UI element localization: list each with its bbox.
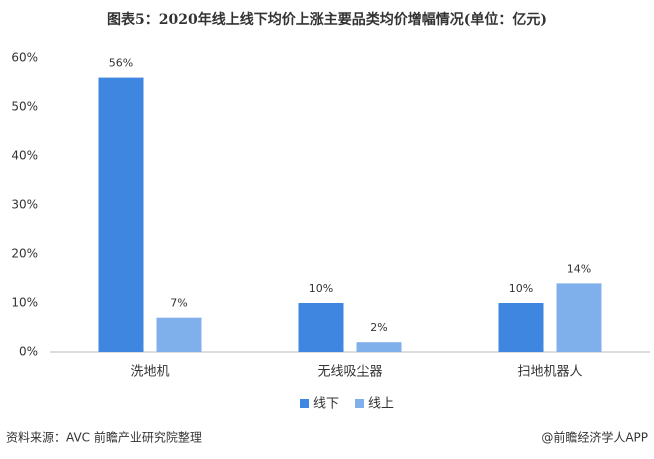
legend-label: 线下: [313, 397, 339, 412]
value-label: 7%: [170, 297, 187, 310]
y-tick-label: 30%: [11, 198, 38, 212]
y-tick-label: 40%: [11, 149, 38, 163]
x-tick-label: 无线吸尘器: [317, 365, 382, 380]
legend-swatch: [300, 399, 309, 408]
legend-label: 线上: [368, 397, 394, 412]
bar: [356, 342, 402, 352]
bar: [98, 77, 144, 352]
y-tick-label: 0%: [19, 345, 38, 359]
y-tick-label: 10%: [11, 296, 38, 310]
y-tick-label: 50%: [11, 100, 38, 114]
value-label: 2%: [370, 321, 387, 334]
x-tick-label: 扫地机器人: [517, 365, 582, 380]
chart-title: 图表5：2020年线上线下均价上涨主要品类均价增幅情况(单位：亿元): [107, 11, 547, 28]
y-tick-label: 60%: [11, 51, 38, 65]
value-label: 56%: [109, 57, 133, 70]
bar: [498, 303, 544, 352]
y-tick-label: 20%: [11, 247, 38, 261]
value-label: 10%: [509, 282, 533, 295]
legend-swatch: [355, 399, 364, 408]
source: 资料来源：AVC 前瞻产业研究院整理: [6, 430, 202, 445]
bar: [156, 317, 202, 352]
value-label: 14%: [567, 262, 591, 275]
value-label: 10%: [309, 282, 333, 295]
x-tick-label: 洗地机: [130, 365, 169, 380]
bar: [556, 283, 602, 352]
bar: [298, 303, 344, 352]
credit: @前瞻经济学人APP: [541, 430, 648, 445]
